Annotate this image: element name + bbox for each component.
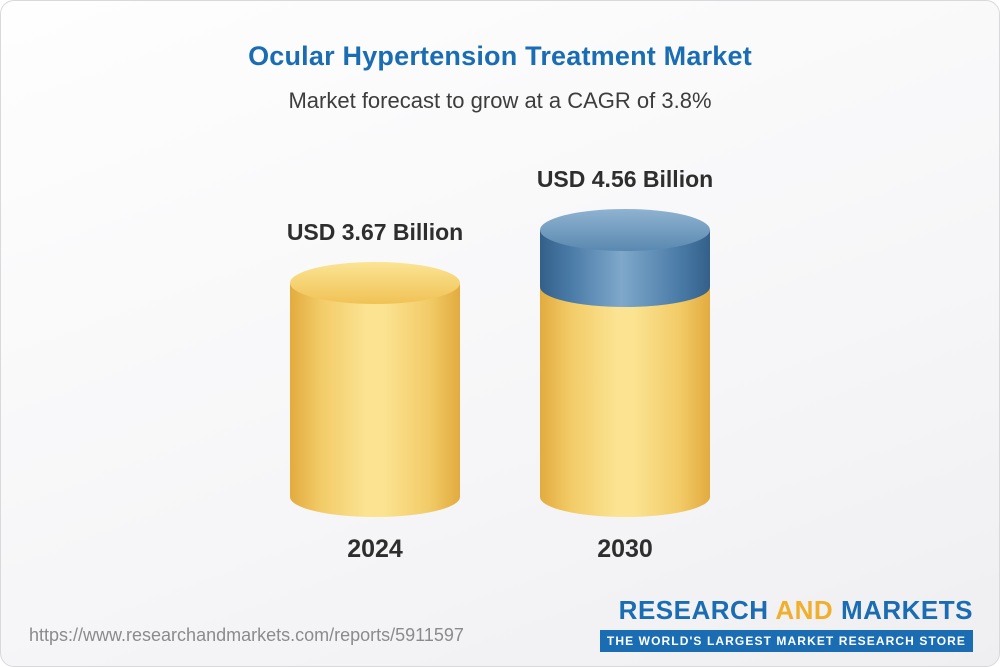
page-subtitle: Market forecast to grow at a CAGR of 3.8… [288,88,712,113]
value-label-2030: USD 4.56 Billion [536,166,714,192]
research-and-markets-logo: RESEARCH AND MARKETS THE WORLD'S LARGEST… [599,595,973,652]
bar-2030-base-body [540,271,710,517]
report-url: https://www.researchandmarkets.com/repor… [29,625,464,645]
logo-word-and: AND [775,595,834,625]
logo-tagline: THE WORLD'S LARGEST MARKET RESEARCH STOR… [599,630,973,652]
logo-word-markets: MARKETS [840,595,973,625]
bar-group-2030: USD 4.56 Billion 2030 [500,166,750,564]
chart-header: Ocular Hypertension Treatment Market Mar… [1,1,999,114]
year-label-2024: 2024 [347,535,403,563]
bar-group-2024: USD 3.67 Billion 2024 [250,219,500,564]
bar-2030-top-ellipse [540,209,710,251]
value-label-2024: USD 3.67 Billion [286,219,464,245]
bar-2030-cylinder [540,209,710,517]
logo-word-research: RESEARCH [618,595,769,625]
bar-2030-growth-segment [540,209,710,307]
logo-wordmark: RESEARCH AND MARKETS [600,595,973,626]
bar-2024-top-ellipse [290,262,460,304]
bar-2024-body [290,283,460,517]
year-label-2030: 2030 [597,535,653,563]
bar-chart: USD 3.67 Billion 2024 USD 4.56 Billion 2… [1,166,999,564]
bar-2024-cylinder [290,262,460,517]
page-title: Ocular Hypertension Treatment Market [248,41,752,71]
